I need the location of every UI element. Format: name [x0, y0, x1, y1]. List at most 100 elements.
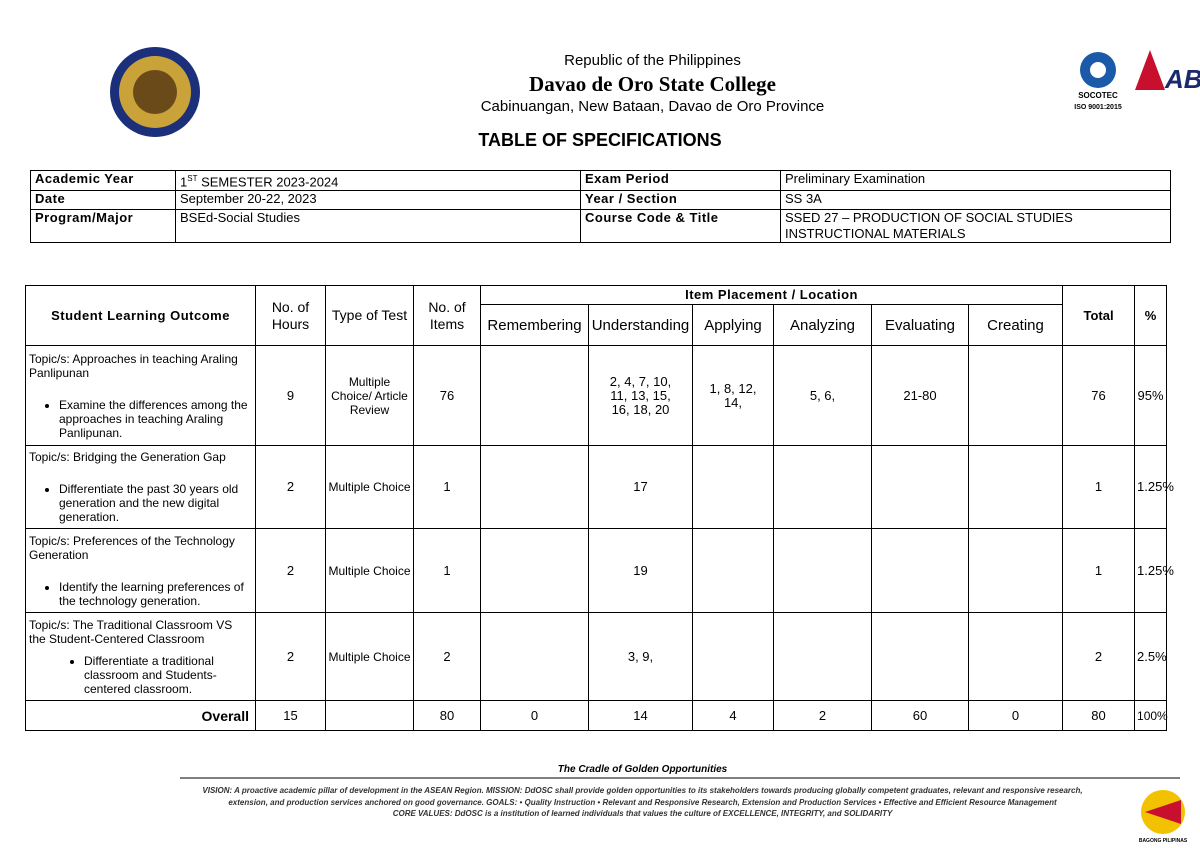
outcome: Examine the differences among the approa… [59, 398, 252, 440]
placement-cell [480, 612, 589, 701]
cell-type: Multiple Choice [325, 612, 414, 701]
header-cell: Total [1062, 285, 1136, 346]
socotec-text: SOCOTEC [1078, 91, 1118, 100]
cell-items: 2 [413, 612, 481, 701]
percent-cell: 1.25% [1134, 445, 1174, 529]
outcome-cell: Topic/s: Bridging the Generation Gap Diff… [25, 445, 256, 529]
placement-cell: 19 [588, 528, 693, 613]
seal-core [133, 70, 177, 114]
header-cell: No. of Items [413, 285, 481, 346]
tagline: The Cradle of Golden Opportunities [557, 764, 728, 775]
placement-cell [692, 612, 774, 701]
cell-hours: 9 [255, 345, 326, 446]
cell-type: Multiple Choice [325, 528, 414, 613]
outcome: Differentiate the past 30 years old gene… [59, 482, 252, 524]
info-label: Program/Major [35, 210, 134, 226]
topic: Topic/s: Preferences of the Technology G… [29, 533, 235, 562]
cell-type: Multiple Choice [325, 445, 414, 529]
overall-placement: 0 [967, 700, 1064, 731]
total-cell: 2 [1062, 612, 1136, 701]
level-header: Understanding [588, 304, 693, 346]
cell-items: 1 [413, 445, 481, 529]
outcome: Identify the learning preferences of the… [59, 580, 252, 608]
header-row: Student Learning Outcome No. of Hours Type… [25, 285, 1168, 346]
placement-cell [967, 528, 1064, 613]
placement-cell [871, 612, 969, 701]
info-cell: SS 3A [780, 190, 1171, 211]
placement-cell [773, 612, 872, 701]
total-cell: 1 [1062, 445, 1136, 529]
info-cell: Academic Year [30, 169, 176, 192]
level-header: Remembering [480, 304, 589, 346]
info-label: Academic Year [35, 171, 134, 186]
specs-table: Student Learning Outcome No. of Hours Type… [25, 285, 1174, 731]
overall-placement: 4 [692, 700, 774, 731]
overall-items: 80 [413, 700, 481, 731]
cell-hours: 2 [255, 445, 326, 529]
placement-cell: 5, 6, [773, 345, 872, 446]
footer-line: CORE VALUES: DdOSC is a institution of l… [392, 809, 893, 818]
info-value: SS 3A [785, 191, 822, 207]
placement-cell: 17 [588, 445, 693, 529]
placement-cell [967, 445, 1064, 529]
address: Cabinuangan, New Bataan, Davao de Oro Pr… [480, 98, 825, 115]
info-value: SEMESTER 2023-2024 [201, 174, 339, 190]
outcome-cell: Topic/s: Preferences of the Technology G… [25, 528, 256, 613]
republic: Republic of the Philippines [564, 52, 741, 69]
footer-line: extension, and production services ancho… [228, 798, 1057, 807]
info-value: BSEd-Social Studies [180, 210, 300, 226]
placement-cell [773, 445, 872, 529]
cell-hours: 2 [255, 612, 326, 701]
overall-placement: 14 [588, 700, 693, 731]
total-cell: 76 [1062, 345, 1136, 446]
topic: Topic/s: Bridging the Generation Gap [29, 450, 226, 464]
info-cell: Year / Section [580, 190, 781, 211]
info-cell: Exam Period [580, 169, 781, 192]
overall-placement: 2 [773, 700, 872, 731]
level-header: Analyzing [773, 304, 872, 346]
info-row: Program/Major BSEd-Social Studies Course C… [30, 209, 1171, 244]
uab-text: AB [1164, 64, 1200, 94]
percent-cell: 95% [1134, 345, 1168, 446]
overall-placement: 60 [871, 700, 969, 731]
overall-row: Overall 15 80 0 14 4 2 60 0 80 100% [25, 700, 1168, 731]
placement-cell [967, 345, 1064, 446]
info-label: Exam Period [585, 171, 670, 186]
bagong-flag [1145, 800, 1181, 824]
info-label: Year / Section [585, 191, 678, 207]
placement-cell [480, 528, 589, 613]
placement-cell [480, 445, 589, 529]
outcome-row: Topic/s: Approaches in teaching Araling … [25, 345, 1168, 446]
placement-cell [692, 445, 774, 529]
overall-percent: 100% [1134, 700, 1168, 731]
info-value: September 20-22, 2023 [180, 191, 317, 207]
info-cell: 1ST SEMESTER 2023-2024 [175, 169, 581, 192]
overall-hours: 15 [255, 700, 326, 731]
info-cell: Preliminary Examination [780, 169, 1171, 192]
placement-cell [773, 528, 872, 613]
header-cell: Item Placement / Location [479, 285, 1064, 305]
level-header: Applying [692, 304, 774, 346]
placement-cell [871, 528, 969, 613]
header-cell: No. of Hours [255, 285, 326, 346]
info-label: Course Code & Title [585, 210, 719, 226]
placement-cell [480, 345, 589, 446]
outcome-cell: Topic/s: The Traditional Classroom VS th… [25, 612, 256, 701]
overall-type [325, 700, 414, 731]
info-table: Academic Year 1ST SEMESTER 2023-2024 Exam … [30, 169, 1171, 244]
overall-placement: 0 [480, 700, 589, 731]
info-cell: Program/Major [30, 209, 176, 244]
placement-cell: 1, 8, 12, 14, [692, 345, 774, 446]
iso-text: ISO 9001:2015 [1074, 104, 1122, 111]
overall-label: Overall [25, 700, 256, 731]
cell-type: Multiple Choice/ Article Review [325, 345, 414, 446]
socotec-logo-inner [1090, 62, 1106, 78]
info-cell: Course Code & Title [580, 209, 781, 244]
cell-items: 76 [413, 345, 481, 446]
bagong-text: BAGONG PILIPINAS [1139, 838, 1188, 844]
info-sup: ST [187, 174, 198, 183]
outcome: Differentiate a traditional classroom an… [84, 654, 252, 696]
outcome-row: Topic/s: The Traditional Classroom VS th… [25, 612, 1168, 701]
